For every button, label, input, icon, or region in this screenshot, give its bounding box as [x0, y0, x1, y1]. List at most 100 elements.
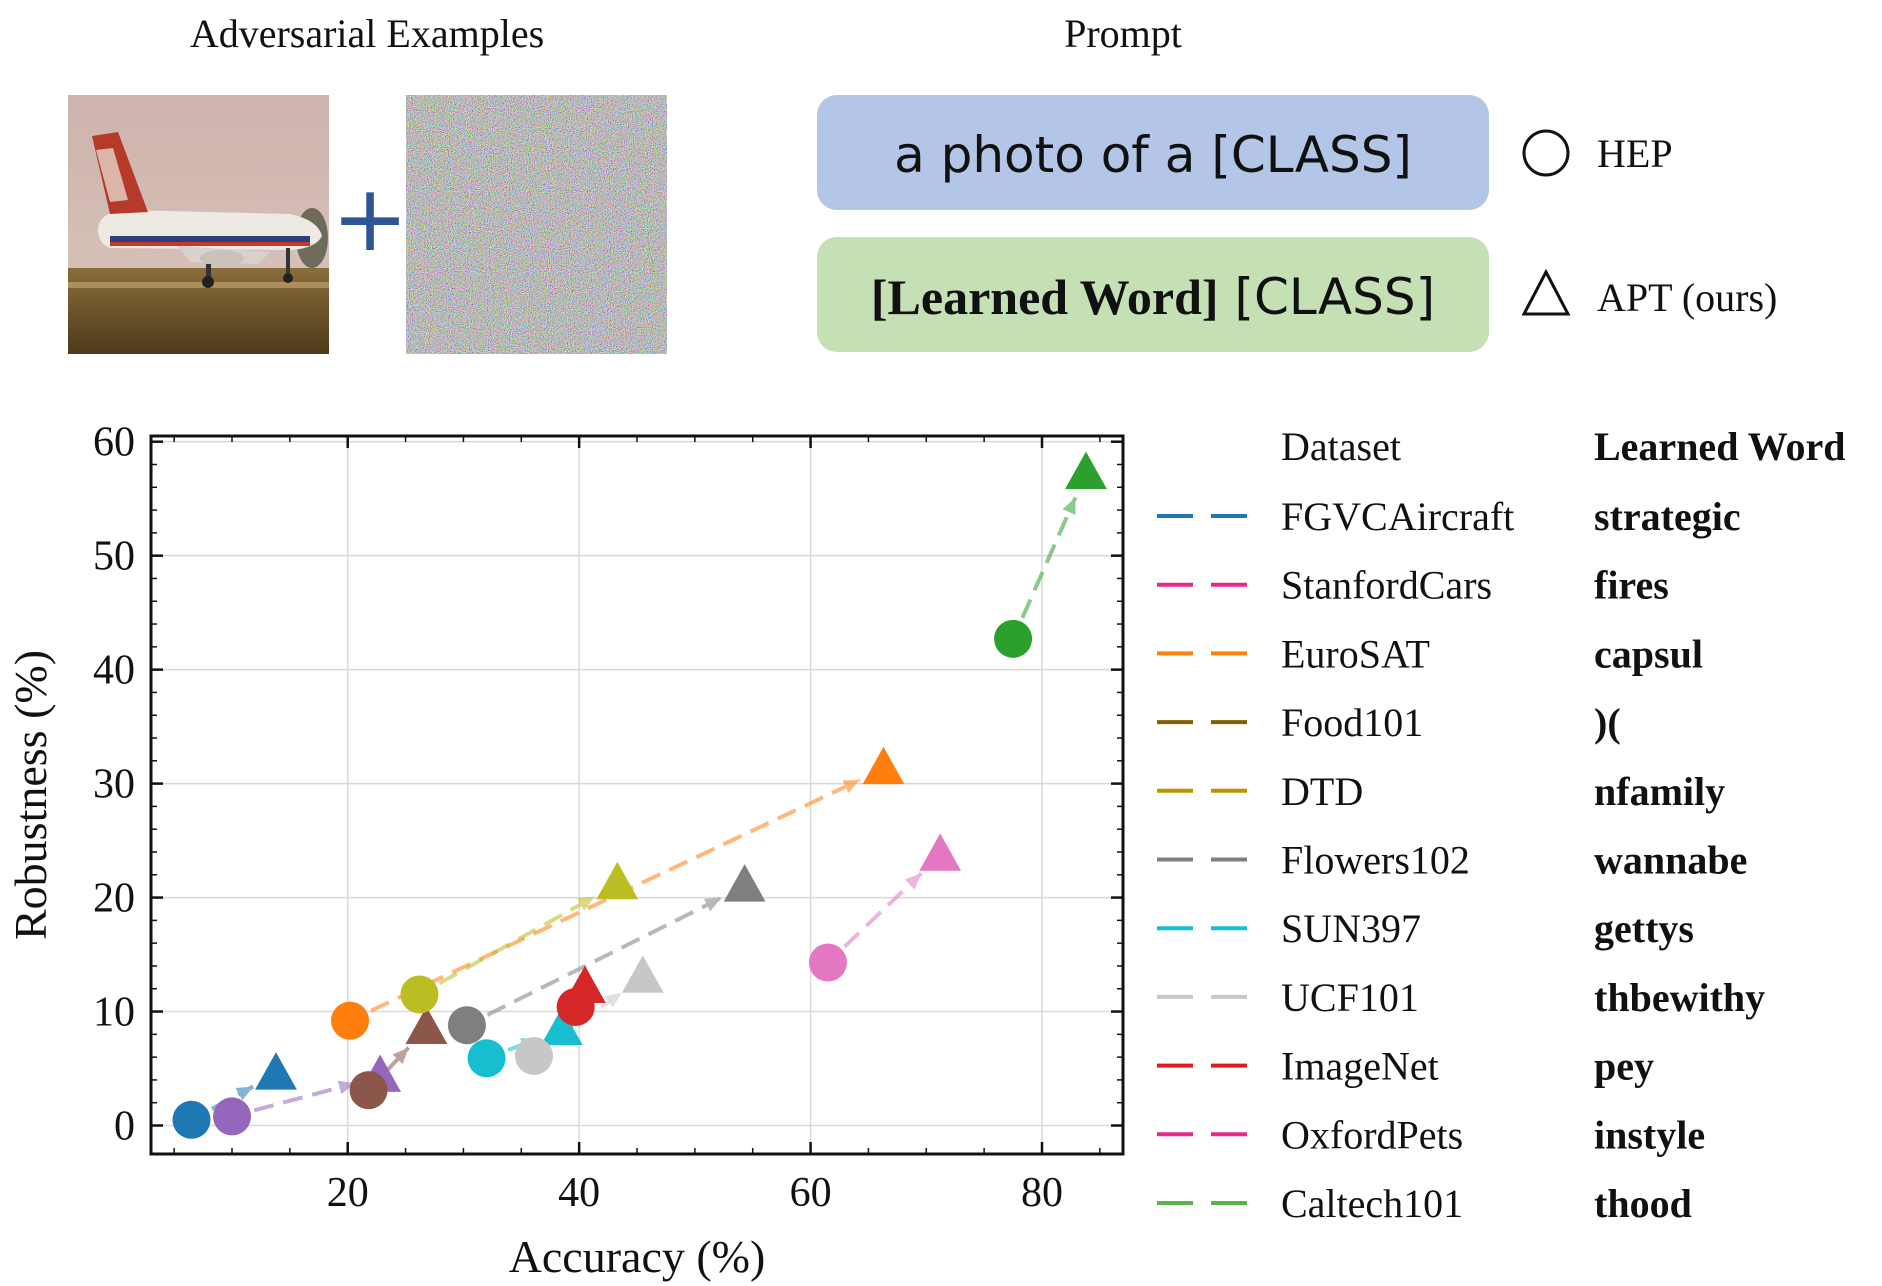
y-tick-label: 60	[93, 420, 135, 466]
legend-row-oxfordpets: OxfordPets instyle	[1157, 1112, 1705, 1157]
dataset-legend: Dataset Learned Word FGVCAircraft strateg…	[1157, 424, 1846, 1226]
legend-rows: FGVCAircraft strategic StanfordCars fires Eu…	[1157, 494, 1765, 1226]
arrow-food101	[382, 1046, 411, 1075]
hep-label: HEP	[1597, 131, 1673, 176]
arrow-head	[904, 873, 922, 890]
adversarial-noise-image	[406, 95, 667, 354]
arrow-line	[486, 896, 723, 1017]
legend-word-header: Learned Word	[1594, 424, 1846, 469]
arrow-line	[253, 1081, 356, 1113]
prompt-title: Prompt	[1064, 11, 1182, 56]
legend-row-imagenet: ImageNet pey	[1157, 1044, 1654, 1089]
legend-dataset-name: Food101	[1281, 700, 1423, 745]
legend-row-fgvcaircraft: FGVCAircraft strategic	[1157, 494, 1741, 539]
legend-learned-word: strategic	[1594, 494, 1741, 539]
apt-point-fgvcaircraft	[255, 1052, 297, 1090]
arrow-head	[842, 779, 860, 794]
legend-row-stanfordcars: StanfordCars fires	[1157, 563, 1669, 608]
apt-point-flowers102	[723, 864, 766, 902]
y-tick-label: 0	[114, 1104, 135, 1150]
legend-learned-word: fires	[1594, 563, 1669, 608]
hep-point-food101	[349, 1071, 388, 1110]
arrow-head	[577, 896, 595, 911]
apt-point-dtd	[596, 861, 639, 900]
hep-point-caltech101	[994, 619, 1033, 658]
grid-lines	[151, 436, 1123, 1154]
y-tick-label: 10	[93, 990, 135, 1036]
legend-row-food101: Food101 )(	[1157, 700, 1621, 745]
legend-dataset-name: Flowers102	[1281, 838, 1470, 883]
x-tick-label: 60	[790, 1170, 832, 1216]
apt-point-food101	[405, 1006, 448, 1045]
apt-point-caltech101	[1065, 451, 1107, 490]
hep-point-eurosat	[331, 1001, 370, 1040]
y-tick-label: 30	[93, 762, 135, 808]
x-tick-label: 80	[1021, 1170, 1063, 1216]
legend-row-dtd: DTD nfamily	[1157, 769, 1725, 814]
legend-learned-word: thbewithy	[1594, 975, 1765, 1020]
arrow-line	[843, 871, 923, 949]
apt-point-imagenet	[564, 965, 606, 1004]
legend-learned-word: gettys	[1594, 906, 1694, 951]
y-tick-label: 40	[93, 648, 135, 694]
legend-learned-word: capsul	[1594, 631, 1703, 676]
legend-dataset-name: DTD	[1281, 769, 1363, 814]
x-axis-label: Accuracy (%)	[509, 1231, 766, 1282]
arrow-dtd	[438, 894, 596, 985]
arrow-head	[604, 992, 622, 1008]
arrow-oxfordpets	[843, 871, 923, 949]
airplane-image	[68, 95, 329, 354]
apt-prompt-text: [Learned Word] [CLASS]	[871, 268, 1435, 326]
legend-dataset-name: SUN397	[1281, 906, 1421, 951]
arrow-head	[703, 897, 722, 912]
apt-point-oxfordpets	[919, 833, 962, 871]
plot-frame	[149, 434, 1125, 1156]
x-tick-label: 20	[327, 1170, 369, 1216]
legend-dataset-name: EuroSAT	[1281, 631, 1430, 676]
apt-prompt-box	[817, 237, 1489, 352]
legend-row-sun397: SUN397 gettys	[1157, 906, 1694, 951]
arrow-line	[382, 1046, 411, 1075]
legend-learned-word: nfamily	[1594, 769, 1725, 814]
arrow-head	[235, 1086, 254, 1101]
hep-prompt-box	[817, 95, 1489, 210]
circle-marker-icon	[1522, 129, 1570, 177]
adversarial-examples-title: Adversarial Examples	[190, 11, 544, 56]
scatter-chart: 20 40 60 80 0 10 20 30 40 50 60 Accuracy (%) Robus…	[5, 420, 1125, 1282]
arrow-head	[392, 1047, 409, 1065]
learned-word-token: [Learned Word]	[871, 269, 1219, 325]
apt-point-sun397	[540, 1007, 583, 1046]
arrow-caltech101	[1020, 496, 1078, 619]
hep-point-fgvcaircraft	[172, 1100, 211, 1139]
class-token: [CLASS]	[1219, 268, 1436, 326]
legend-dataset-header: Dataset	[1281, 424, 1401, 469]
triangle-marker-icon	[1521, 268, 1571, 316]
hep-prompt-text: a photo of a [CLASS]	[894, 126, 1412, 184]
legend-dataset-name: ImageNet	[1281, 1044, 1439, 1089]
legend-dataset-name: StanfordCars	[1281, 563, 1492, 608]
legend-row-caltech101: Caltech101 thood	[1157, 1181, 1692, 1226]
y-axis-label: Robustness (%)	[5, 650, 56, 940]
arrow-flowers102	[486, 896, 723, 1017]
arrow-line	[1020, 496, 1078, 619]
hep-point-stanfordcars	[213, 1097, 251, 1136]
legend-dataset-name: OxfordPets	[1281, 1112, 1463, 1157]
apt-point-ucf101	[621, 955, 664, 993]
legend-learned-word: wannabe	[1594, 838, 1747, 883]
hep-point-ucf101	[515, 1036, 554, 1075]
hep-point-sun397	[467, 1039, 506, 1078]
series-layer	[172, 451, 1107, 1139]
apt-label: APT (ours)	[1597, 275, 1777, 320]
legend-learned-word: instyle	[1594, 1112, 1705, 1157]
hep-point-dtd	[400, 975, 439, 1014]
legend-dataset-name: Caltech101	[1281, 1181, 1463, 1226]
legend-dataset-name: UCF101	[1281, 975, 1419, 1020]
legend-dataset-name: FGVCAircraft	[1281, 494, 1514, 539]
legend-learned-word: )(	[1594, 700, 1621, 745]
apt-point-eurosat	[862, 746, 905, 785]
legend-row-ucf101: UCF101 thbewithy	[1157, 975, 1765, 1020]
legend-row-eurosat: EuroSAT capsul	[1157, 631, 1703, 676]
hep-point-oxfordpets	[808, 943, 847, 982]
legend-learned-word: thood	[1594, 1181, 1692, 1226]
x-tick-label: 40	[558, 1170, 600, 1216]
